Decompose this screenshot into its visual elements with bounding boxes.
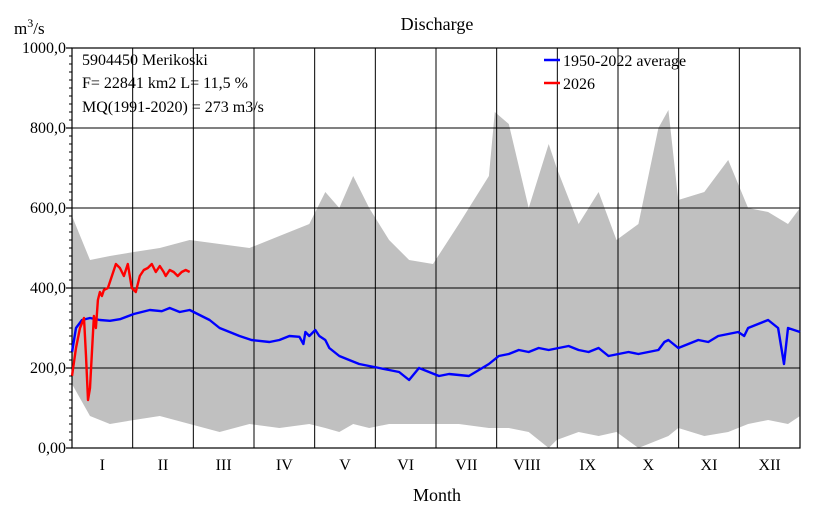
series-line-current — [70, 262, 191, 402]
chart-title: Discharge — [401, 14, 474, 34]
series-layer — [70, 262, 801, 402]
y-tick-label: 1000,0 — [22, 40, 66, 57]
series-line-average — [70, 306, 801, 382]
x-tick-label: XII — [759, 457, 781, 474]
y-axis-label-tail: /s — [33, 19, 44, 38]
y-tick-label: 200,0 — [30, 360, 66, 377]
grid-layer — [71, 47, 801, 449]
x-tick-label: XI — [701, 457, 718, 474]
y-axis-label: m3/s — [14, 16, 45, 38]
x-tick-label: VIII — [513, 457, 541, 474]
y-tick-label: 400,0 — [30, 280, 66, 297]
x-tick-label: V — [339, 457, 351, 474]
x-tick-label: X — [643, 457, 655, 474]
x-tick-label: VII — [455, 457, 477, 474]
x-tick-label: I — [100, 457, 105, 474]
x-tick-label: III — [216, 457, 232, 474]
x-tick-label: II — [158, 457, 169, 474]
x-tick-label: IX — [579, 457, 596, 474]
legend: 1950-2022 average 2026 — [544, 53, 686, 93]
info-station: 5904450 Merikoski — [82, 52, 208, 69]
y-tick-label: 0,00 — [38, 440, 66, 457]
x-axis-label: Month — [413, 485, 461, 505]
info-box: 5904450 Merikoski F= 22841 km2 L= 11,5 %… — [82, 52, 264, 116]
legend-label-current: 2026 — [563, 76, 595, 93]
legend-label-average: 1950-2022 average — [563, 53, 686, 70]
x-tick-label: IV — [276, 457, 293, 474]
y-tick-label: 600,0 — [30, 200, 66, 217]
info-mean-discharge: MQ(1991-2020) = 273 m3/s — [82, 99, 264, 116]
info-area: F= 22841 km2 L= 11,5 % — [82, 75, 248, 92]
x-tick-label: VI — [397, 457, 414, 474]
y-axis-label-exponent: 3 — [27, 16, 33, 30]
y-tick-label: 800,0 — [30, 120, 66, 137]
y-axis-label-base: m — [14, 19, 27, 38]
